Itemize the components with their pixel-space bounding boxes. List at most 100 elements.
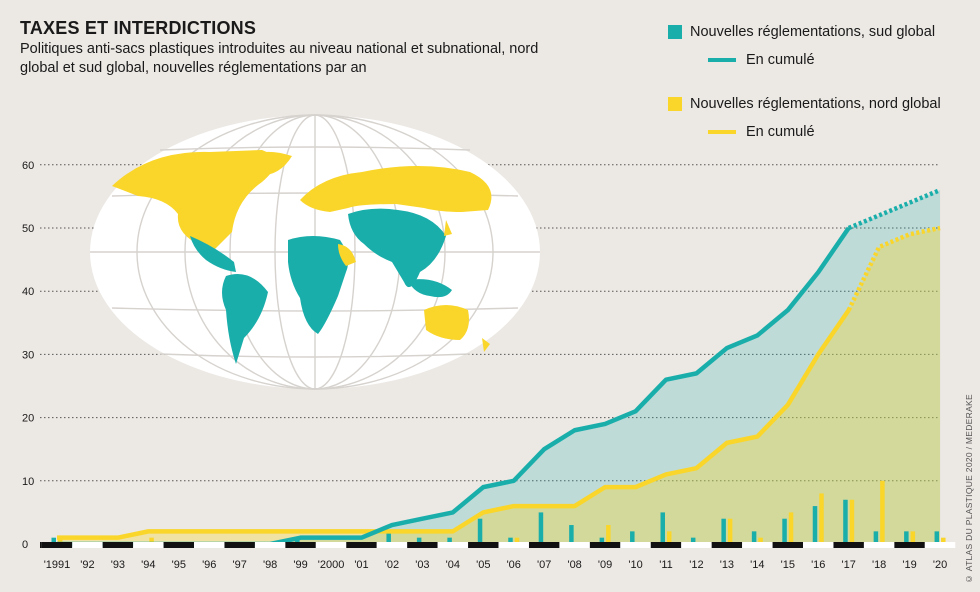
x-tick-label: '11	[659, 559, 673, 571]
bar-south	[386, 531, 391, 544]
bar-south	[630, 531, 635, 544]
axis-segment	[894, 542, 925, 548]
australia-shape	[424, 305, 469, 340]
bar-south	[416, 537, 422, 544]
x-tick-label: '97	[233, 559, 247, 571]
axis-segment	[72, 542, 103, 548]
y-tick-labels: 0 10 20 30 40 50 60	[22, 160, 34, 551]
legend-north-line-label: En cumulé	[746, 124, 815, 140]
x-tick-label: '13	[720, 559, 734, 571]
bar-south	[477, 518, 483, 544]
x-tick-label: '16	[811, 559, 825, 571]
axis-segment	[589, 542, 621, 548]
x-tick-label: '95	[172, 559, 186, 571]
bar-south	[538, 512, 544, 544]
bar-north	[606, 525, 611, 544]
axis-segment	[41, 542, 73, 548]
africa-shape	[288, 236, 348, 334]
axis-segment	[803, 542, 834, 548]
axis-segment	[468, 542, 499, 548]
cumulative-areas	[57, 190, 941, 544]
x-tick-label: '04	[446, 559, 460, 571]
axis-segment	[528, 542, 560, 548]
x-tick-label: '15	[781, 559, 795, 571]
x-tick-label: '08	[567, 559, 581, 571]
axis-segment	[924, 542, 956, 548]
bar-north	[880, 480, 885, 544]
legend-south-bars-label: Nouvelles réglementations, sud global	[690, 24, 936, 40]
south-america-shape	[222, 274, 268, 364]
x-tick-labels: '1991 '92 '93 '94 '95 '96 '97 '98 '99 '2000 '01 '02…	[44, 559, 948, 571]
bar-north	[149, 537, 154, 544]
y-tick-label: 40	[22, 286, 34, 298]
axis-segment	[224, 542, 255, 548]
bar-south	[447, 537, 452, 544]
axis-segment	[772, 542, 804, 548]
x-tick-label: '12	[689, 559, 703, 571]
bar-south	[843, 499, 848, 544]
legend-north-bars: Nouvelles réglementations, nord global	[668, 96, 941, 112]
bar-north	[941, 537, 946, 544]
bar-south	[751, 531, 757, 544]
y-tick-label: 20	[22, 413, 34, 425]
x-tick-label: '10	[628, 559, 642, 571]
bar-south	[873, 531, 879, 544]
chart-title: TAXES ET INTERDICTIONS	[20, 18, 257, 38]
x-tick-label: '99	[293, 559, 307, 571]
line-north-cumulative	[57, 308, 851, 540]
bar-south	[934, 531, 940, 544]
area-south	[57, 190, 941, 544]
line-north-projected	[846, 225, 941, 312]
chart-subtitle: Politiques anti-sacs plastiques introdui…	[20, 41, 539, 76]
y-tick-label: 60	[22, 160, 34, 172]
axis-segment	[498, 542, 529, 548]
axis-segment	[711, 542, 743, 548]
axis-segment	[285, 542, 316, 548]
credit-text: © ATLAS DU PLASTIQUE 2020 / MEDERAKE	[964, 394, 974, 584]
x-tick-label: '18	[872, 559, 886, 571]
x-tick-label: '14	[750, 559, 764, 571]
x-tick-label: '07	[537, 559, 551, 571]
x-tick-label: '1991	[44, 559, 71, 571]
greenland-shape	[238, 151, 292, 176]
axis-segment	[102, 542, 134, 548]
y-tick-label: 0	[22, 539, 28, 551]
x-tick-label: '09	[598, 559, 612, 571]
x-tick-label: '96	[202, 559, 216, 571]
bar-north	[788, 512, 794, 544]
axis-segment	[833, 542, 864, 548]
x-tick-label: '20	[933, 559, 947, 571]
x-tick-label: '17	[842, 559, 856, 571]
axis-segment	[681, 542, 712, 548]
legend-north-swatch	[668, 97, 682, 111]
x-tick-label: '06	[507, 559, 521, 571]
bar-north	[819, 493, 824, 544]
bars	[51, 480, 946, 544]
x-tick-label: '01	[354, 559, 368, 571]
axis-segment	[254, 542, 286, 548]
x-tick-label: '94	[141, 559, 155, 571]
axis-segment	[559, 542, 590, 548]
central-america-shape	[190, 236, 236, 272]
area-north	[57, 228, 941, 544]
axis-segment	[315, 542, 347, 548]
bar-north	[910, 531, 916, 544]
world-map-icon	[90, 114, 540, 390]
bar-south	[508, 537, 513, 544]
arabia-shape	[338, 244, 356, 266]
x-tick-label: '19	[902, 559, 916, 571]
new-zealand-shape	[482, 338, 490, 352]
europe-north-asia-shape	[300, 166, 492, 212]
bar-north	[58, 537, 63, 544]
southeast-asia-shape	[408, 279, 452, 298]
axis-segment	[650, 542, 682, 548]
axis-segment	[376, 542, 408, 548]
axis-segment	[133, 542, 164, 548]
x-tick-label: '98	[263, 559, 277, 571]
bar-north	[514, 537, 520, 544]
axis	[40, 542, 956, 548]
legend-north-line: En cumulé	[708, 124, 815, 140]
bar-south	[721, 518, 726, 544]
axis-segment	[742, 542, 773, 548]
